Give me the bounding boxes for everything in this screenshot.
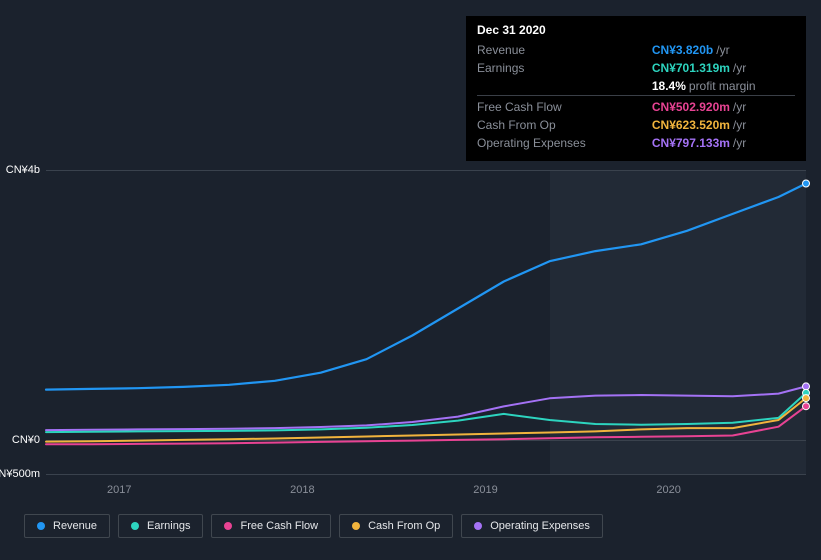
tooltip-value: CN¥3.820b/yr [652,41,795,59]
tooltip-value: CN¥701.319m/yr [652,59,795,77]
x-axis-label: 2019 [473,484,497,496]
tooltip-row-cfo: Cash From OpCN¥623.520m/yr [477,116,795,134]
y-axis-label: CN¥4b [6,164,46,176]
legend-label: Revenue [53,520,97,532]
legend-dot-icon [352,522,360,530]
legend-dot-icon [131,522,139,530]
legend-label: Earnings [147,520,190,532]
tooltip-label: Earnings [477,59,652,77]
y-axis-label: CN¥0 [12,434,46,446]
legend-dot-icon [37,522,45,530]
marker-fcf [803,403,810,410]
legend-item-fcf[interactable]: Free Cash Flow [211,514,331,538]
chart-area[interactable]: CN¥4bCN¥0-CN¥500m 2017201820192020 [46,170,806,504]
series-earnings [46,393,806,432]
tooltip-value: 18.4%profit margin [652,77,795,96]
chart-svg [46,170,806,474]
tooltip-label: Revenue [477,41,652,59]
series-fcf [46,406,806,444]
legend-label: Free Cash Flow [240,520,318,532]
tooltip-row-earnings: EarningsCN¥701.319m/yr [477,59,795,77]
tooltip-table: RevenueCN¥3.820b/yrEarningsCN¥701.319m/y… [477,41,795,152]
series-revenue [46,184,806,390]
legend-dot-icon [224,522,232,530]
marker-revenue [803,180,810,187]
gridline [46,474,806,475]
tooltip-value: CN¥623.520m/yr [652,116,795,134]
legend-label: Cash From Op [368,520,440,532]
tooltip-date: Dec 31 2020 [477,23,795,37]
chart-plot [46,170,806,474]
legend-item-earnings[interactable]: Earnings [118,514,203,538]
legend-item-opex[interactable]: Operating Expenses [461,514,603,538]
legend-item-cfo[interactable]: Cash From Op [339,514,453,538]
tooltip-value: CN¥797.133m/yr [652,134,795,152]
marker-cfo [803,395,810,402]
tooltip-row-opex: Operating ExpensesCN¥797.133m/yr [477,134,795,152]
y-axis-label: -CN¥500m [0,468,46,480]
tooltip-label [477,77,652,96]
legend: Revenue Earnings Free Cash Flow Cash From O… [24,514,603,538]
chart-tooltip: Dec 31 2020 RevenueCN¥3.820b/yrEarningsC… [466,16,806,161]
tooltip-value: CN¥502.920m/yr [652,96,795,117]
tooltip-label: Free Cash Flow [477,96,652,117]
tooltip-row-fcf: Free Cash FlowCN¥502.920m/yr [477,96,795,117]
marker-opex [803,383,810,390]
tooltip-label: Operating Expenses [477,134,652,152]
legend-item-revenue[interactable]: Revenue [24,514,110,538]
legend-label: Operating Expenses [490,520,590,532]
x-axis-label: 2020 [656,484,680,496]
legend-dot-icon [474,522,482,530]
tooltip-label: Cash From Op [477,116,652,134]
x-axis-label: 2017 [107,484,131,496]
x-axis-label: 2018 [290,484,314,496]
tooltip-row-revenue: RevenueCN¥3.820b/yr [477,41,795,59]
tooltip-row-margin: 18.4%profit margin [477,77,795,96]
